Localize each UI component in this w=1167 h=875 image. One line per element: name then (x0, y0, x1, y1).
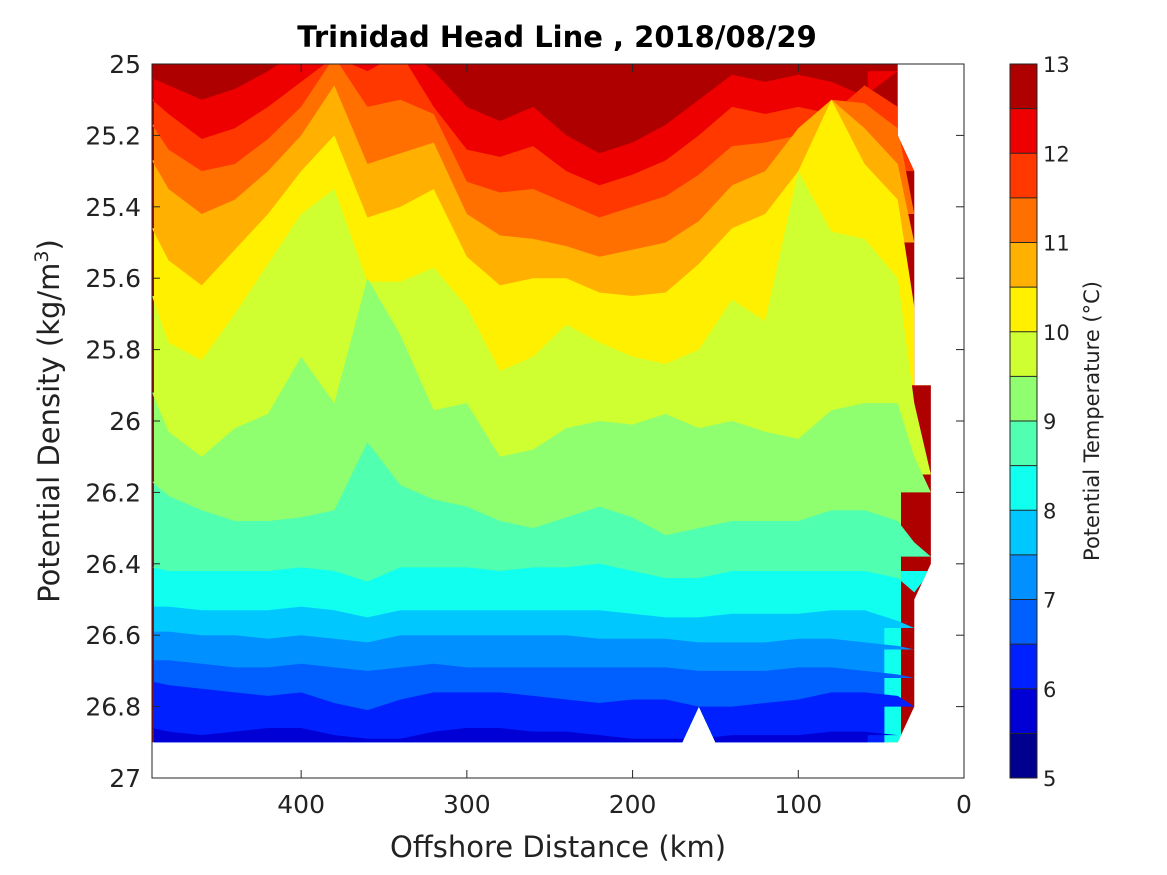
colorbar-tick-label: 11 (1043, 232, 1070, 256)
colorbar-tick-label: 7 (1043, 589, 1056, 613)
y-tick-label: 25.6 (85, 264, 141, 293)
x-tick-label: 0 (956, 790, 972, 819)
y-tick-label: 25.4 (85, 193, 141, 222)
colorbar-tick-label: 12 (1043, 142, 1070, 166)
colorbar-swatch (1010, 197, 1037, 243)
y-axis: 25 25.2 25.4 25.6 25.8 26 26.2 26.4 26.6 26.8 27 (85, 50, 964, 793)
y-tick-label: 26.2 (85, 478, 141, 507)
colorbar-swatch (1010, 331, 1037, 377)
colorbar-swatch (1010, 688, 1037, 734)
y-tick-label: 27 (109, 764, 141, 793)
y-tick-label: 26.6 (85, 621, 141, 650)
colorbar: 5 6 7 8 9 10 11 12 13 (1010, 53, 1070, 791)
colorbar-swatch (1010, 733, 1037, 778)
x-axis: 400 300 200 100 0 (277, 64, 972, 819)
x-tick-label: 100 (774, 790, 822, 819)
x-tick-label: 200 (609, 790, 657, 819)
colorbar-swatch (1010, 153, 1037, 198)
colorbar-swatch (1010, 376, 1037, 421)
y-axis-label-superscript: 3 (31, 250, 53, 262)
colorbar-tick-label: 6 (1043, 678, 1056, 702)
x-tick-label: 400 (277, 790, 325, 819)
y-tick-label: 26.4 (85, 550, 141, 579)
colorbar-swatch (1010, 421, 1037, 466)
colorbar-swatch (1010, 599, 1037, 645)
colorbar-swatch (1010, 242, 1037, 288)
colorbar-frame (1009, 63, 1038, 779)
contour-fills (152, 64, 931, 743)
chart-title: Trinidad Head Line , 2018/08/29 (297, 20, 817, 54)
colorbar-label: Potential Temperature (°C) (1080, 281, 1104, 561)
y-tick-label: 25 (109, 50, 141, 79)
contour-band (152, 728, 898, 743)
colorbar-swatch (1010, 64, 1037, 109)
colorbar-swatch (1010, 108, 1037, 154)
colorbar-tick-label: 9 (1043, 410, 1056, 434)
colorbar-swatch (1010, 510, 1037, 555)
colorbar-tick-label: 13 (1043, 53, 1070, 77)
y-tick-label: 25.2 (85, 121, 141, 150)
colorbar-swatch (1010, 287, 1037, 332)
x-tick-label: 300 (443, 790, 491, 819)
y-axis-label: Potential Density (kg/m3) (31, 239, 66, 603)
colorbar-swatch (1010, 465, 1037, 511)
colorbar-tick-label: 5 (1043, 767, 1056, 791)
y-tick-label: 25.8 (85, 336, 141, 365)
colorbar-tick-label: 10 (1043, 321, 1070, 345)
y-tick-label: 26 (109, 407, 141, 436)
colorbar-tick-label: 8 (1043, 499, 1056, 523)
colorbar-swatch (1010, 554, 1037, 600)
x-axis-label: Offshore Distance (km) (390, 830, 726, 864)
y-tick-label: 26.8 (85, 693, 141, 722)
colorbar-swatch (1010, 644, 1037, 689)
